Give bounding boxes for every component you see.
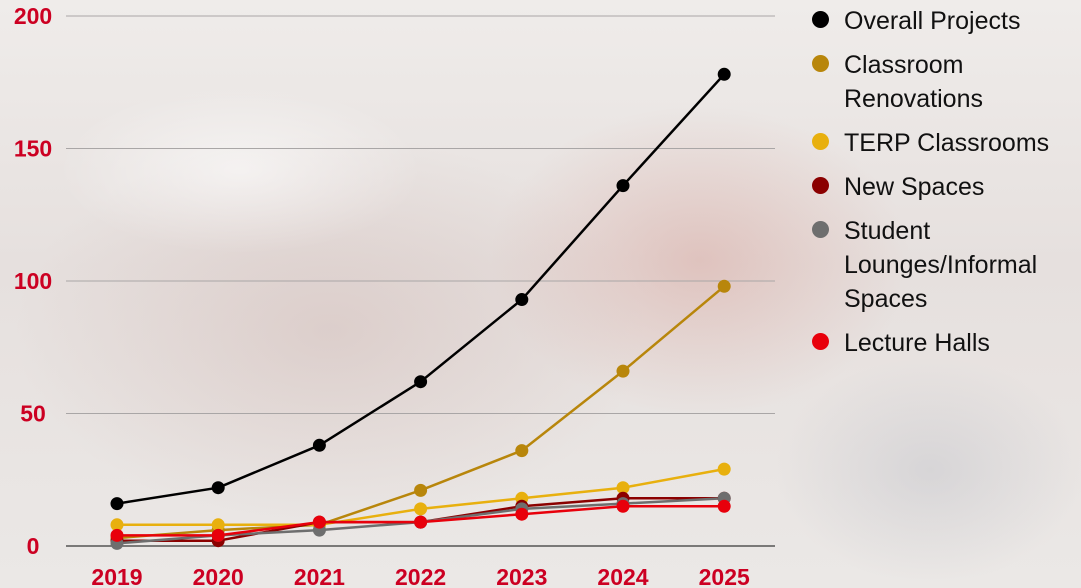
series-line-0 bbox=[116, 73, 726, 505]
data-point[interactable] bbox=[110, 497, 124, 511]
data-point[interactable] bbox=[616, 364, 630, 378]
legend-label: Student Lounges/Informal Spaces bbox=[844, 217, 1038, 313]
legend-item-student-lounges[interactable]: Student Lounges/Informal Spaces bbox=[812, 214, 1081, 316]
data-point[interactable] bbox=[312, 515, 326, 529]
data-point[interactable] bbox=[211, 481, 225, 495]
legend-marker bbox=[812, 177, 829, 194]
data-point[interactable] bbox=[312, 438, 326, 452]
x-tick-label: 2022 bbox=[395, 564, 446, 588]
x-tick-label: 2023 bbox=[496, 564, 547, 588]
y-tick-label: 50 bbox=[20, 401, 46, 427]
data-point[interactable] bbox=[515, 293, 529, 307]
legend-item-new-spaces[interactable]: New Spaces bbox=[812, 170, 1081, 204]
data-point[interactable] bbox=[515, 507, 529, 521]
legend-label: TERP Classrooms bbox=[844, 129, 1050, 157]
legend-label: Classroom Renovations bbox=[844, 51, 983, 113]
data-point[interactable] bbox=[717, 279, 731, 293]
legend-marker bbox=[812, 55, 829, 72]
legend-item-lecture-halls[interactable]: Lecture Halls bbox=[812, 326, 1081, 360]
grid-lines bbox=[66, 15, 775, 547]
legend-label: Overall Projects bbox=[844, 7, 1021, 35]
y-tick-label: 200 bbox=[14, 3, 52, 29]
x-axis-ticks: 2019 2020 2021 2022 2023 2024 2025 bbox=[91, 564, 750, 588]
legend-label: Lecture Halls bbox=[844, 329, 990, 357]
data-point[interactable] bbox=[110, 518, 124, 532]
y-axis-ticks: 0 50 100 150 200 bbox=[14, 3, 52, 559]
data-point[interactable] bbox=[717, 499, 731, 513]
legend-label: New Spaces bbox=[844, 173, 985, 201]
data-point[interactable] bbox=[616, 499, 630, 513]
legend-marker bbox=[812, 11, 829, 28]
legend-marker bbox=[812, 221, 829, 238]
data-point[interactable] bbox=[717, 462, 731, 476]
data-point[interactable] bbox=[616, 179, 630, 193]
data-point[interactable] bbox=[717, 67, 731, 81]
data-point[interactable] bbox=[110, 528, 124, 542]
x-tick-label: 2020 bbox=[193, 564, 244, 588]
x-tick-label: 2025 bbox=[699, 564, 750, 588]
data-point[interactable] bbox=[211, 528, 225, 542]
data-point[interactable] bbox=[414, 515, 428, 529]
series-line-1 bbox=[116, 285, 726, 540]
data-point[interactable] bbox=[414, 375, 428, 389]
y-tick-label: 150 bbox=[14, 136, 52, 162]
x-tick-label: 2024 bbox=[597, 564, 648, 588]
data-point[interactable] bbox=[211, 518, 225, 532]
data-point[interactable] bbox=[414, 502, 428, 516]
data-point[interactable] bbox=[515, 444, 529, 458]
series-points bbox=[110, 67, 731, 550]
data-point[interactable] bbox=[616, 481, 630, 495]
x-tick-label: 2019 bbox=[91, 564, 142, 588]
legend-item-terp-classrooms[interactable]: TERP Classrooms bbox=[812, 126, 1081, 160]
legend-marker bbox=[812, 133, 829, 150]
legend-marker bbox=[812, 333, 829, 350]
legend-item-overall-projects[interactable]: Overall Projects bbox=[812, 4, 1081, 38]
y-tick-label: 0 bbox=[27, 533, 40, 559]
legend: Overall Projects Classroom Renovations T… bbox=[812, 4, 1081, 370]
legend-item-classroom-renovations[interactable]: Classroom Renovations bbox=[812, 48, 1081, 116]
series-lines bbox=[116, 73, 726, 545]
x-tick-label: 2021 bbox=[294, 564, 345, 588]
y-tick-label: 100 bbox=[14, 268, 52, 294]
data-point[interactable] bbox=[414, 483, 428, 497]
